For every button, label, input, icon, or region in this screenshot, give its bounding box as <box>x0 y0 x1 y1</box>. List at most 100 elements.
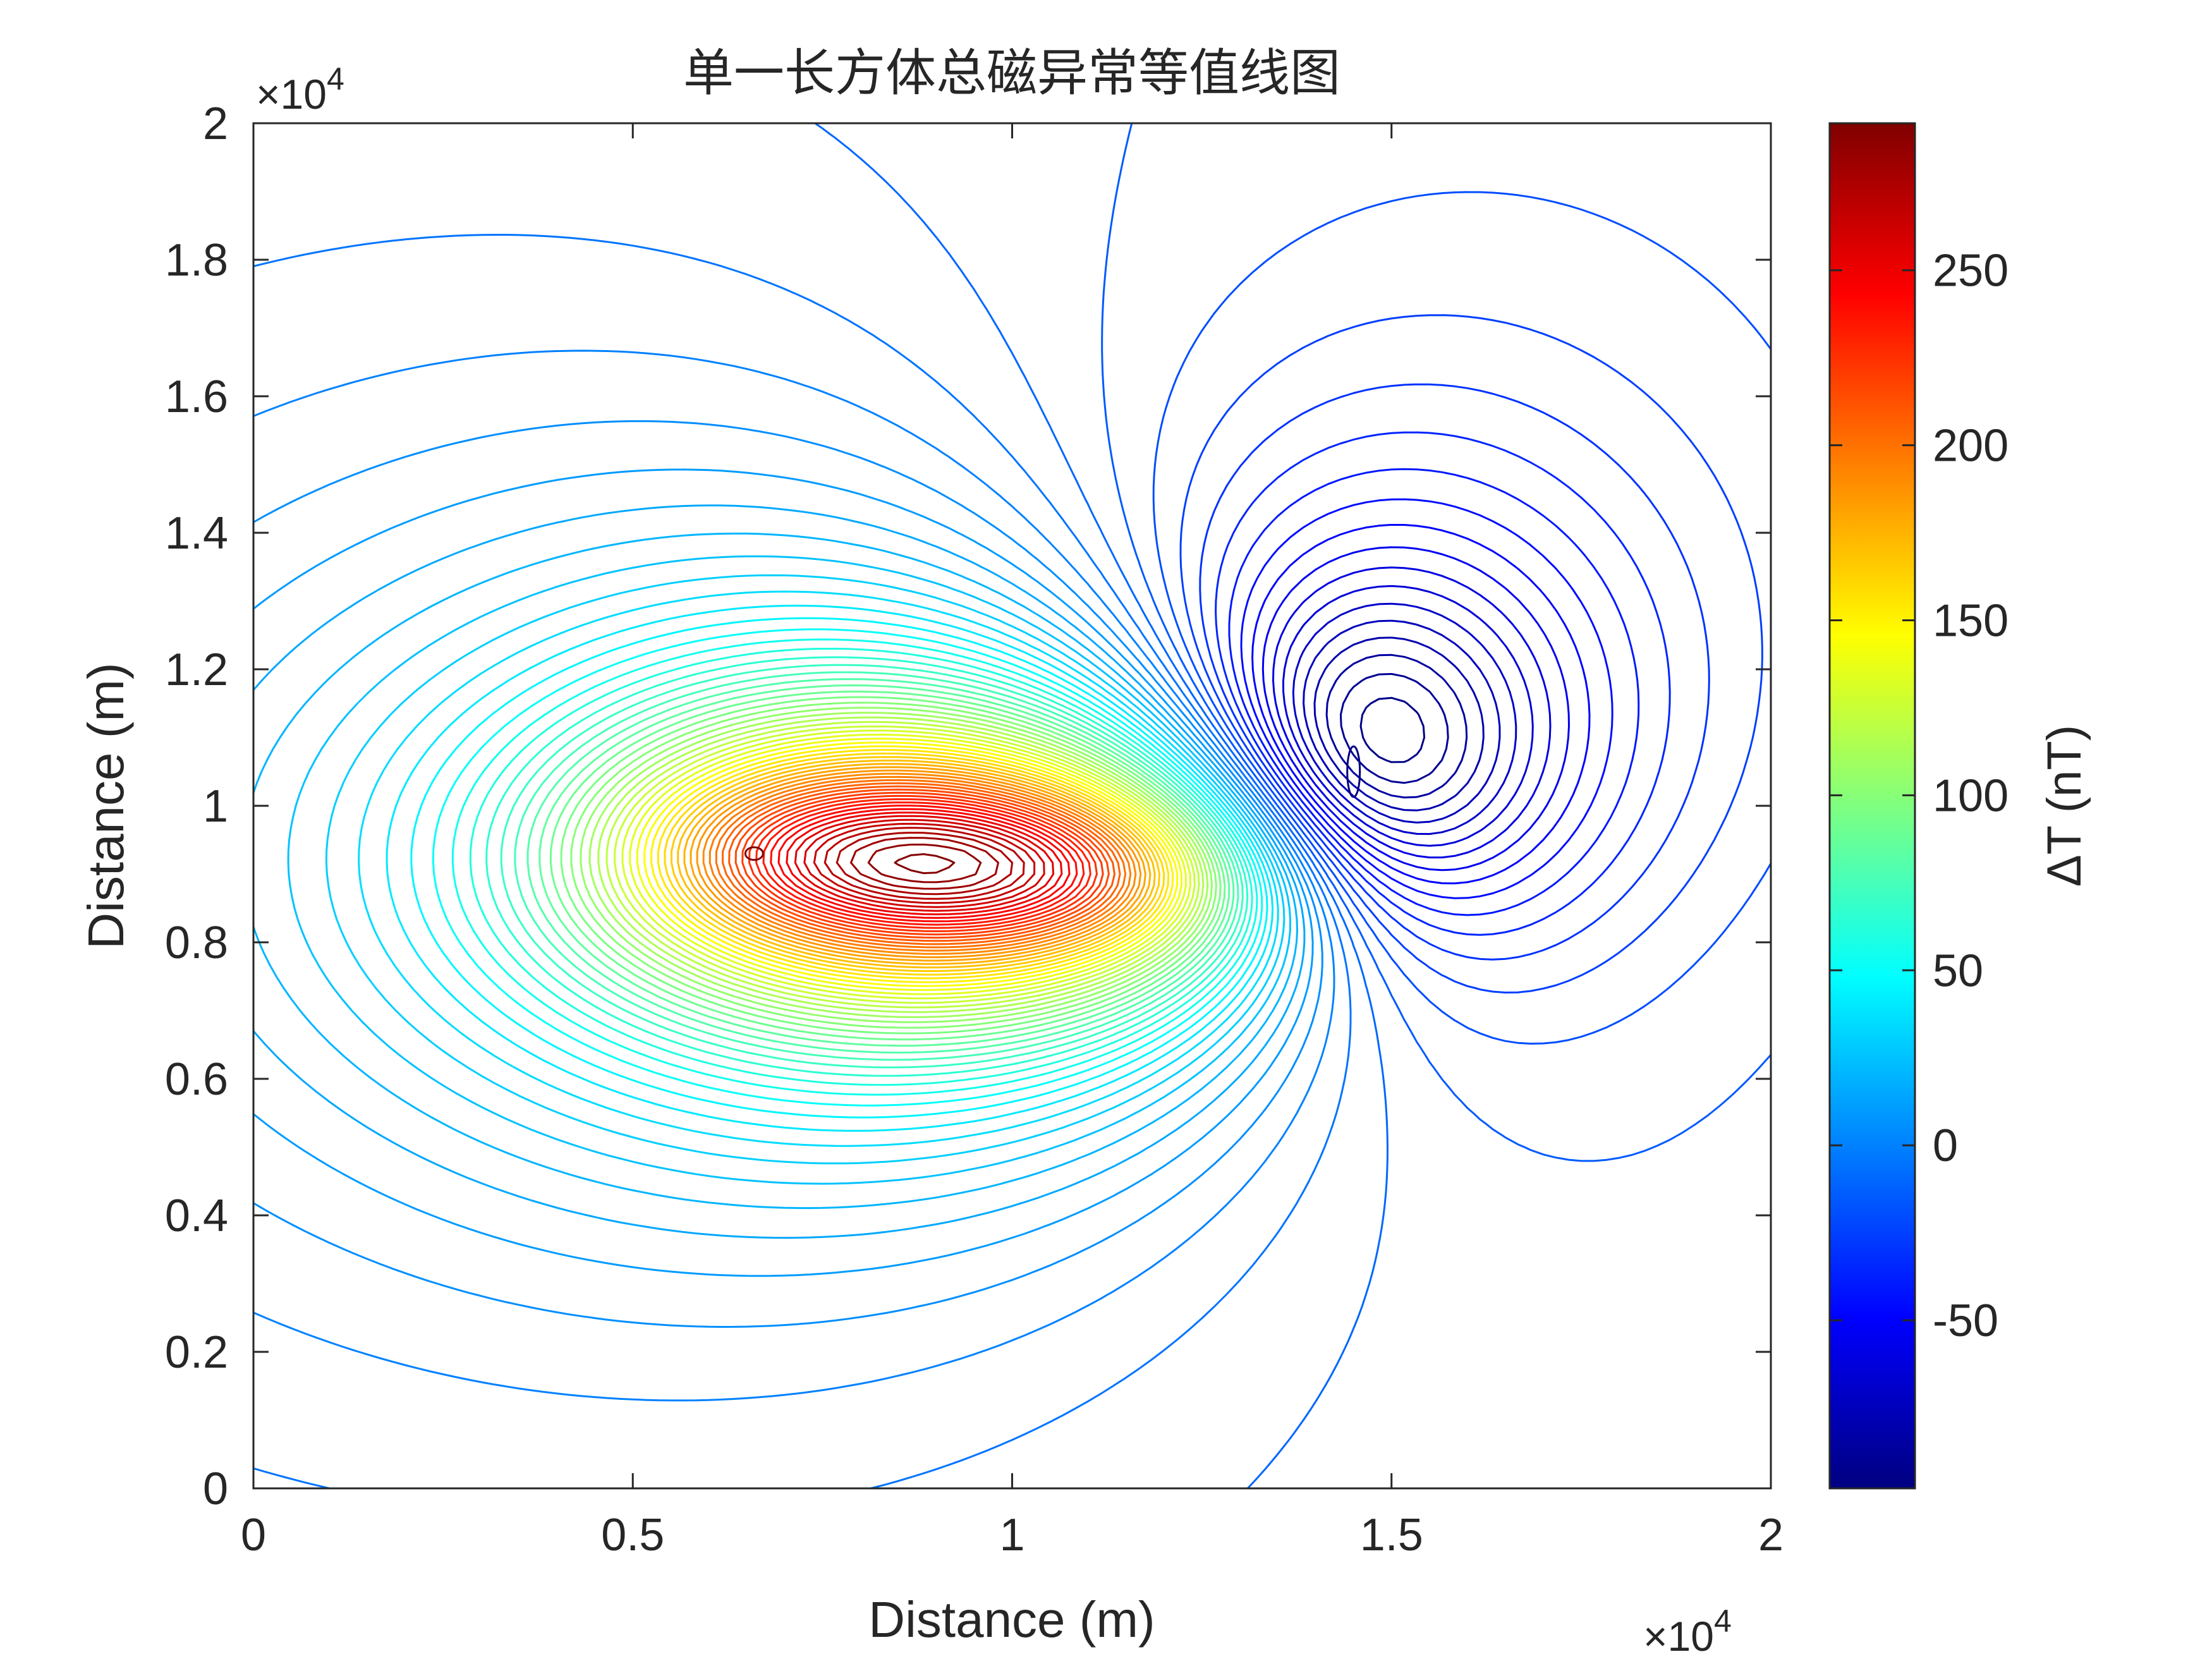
contour-line <box>560 696 1222 1035</box>
colorbar-tick-label: 250 <box>1933 246 2008 296</box>
contour-line <box>702 772 1137 955</box>
contour-line <box>657 749 1170 980</box>
contour-line <box>1101 123 1771 1162</box>
contour-line <box>728 785 1115 942</box>
contour-line <box>358 590 1279 1147</box>
contour-line <box>836 832 1014 896</box>
contour-line <box>597 716 1205 1013</box>
contour-line <box>643 741 1179 987</box>
extrema-markers <box>744 745 1361 861</box>
chart-title: 单一长方体总磁异常等值线图 <box>683 45 1340 101</box>
svg-text:×104: ×104 <box>256 61 344 118</box>
contour-line <box>451 638 1258 1096</box>
colorbar-tick-label: 0 <box>1933 1121 1958 1171</box>
y-tick-label: 1.4 <box>165 508 228 559</box>
x-axis: 0 0.5 1 1.5 2 <box>241 123 1784 1560</box>
x-axis-label: Distance (m) <box>868 1591 1155 1648</box>
y-exponent-label: ×104 <box>256 61 344 118</box>
contour-line <box>823 827 1025 900</box>
contour-line <box>1251 523 1591 885</box>
contour-line <box>432 628 1263 1107</box>
colorbar-ticks: -50 0 50 100 150 200 250 <box>1830 246 2008 1346</box>
y-tick-label: 0.8 <box>165 918 228 968</box>
contour-line <box>1303 619 1501 823</box>
contour-line <box>588 712 1209 1018</box>
colorbar-tick-label: 50 <box>1933 945 1983 996</box>
colorbar-frame <box>1828 122 1916 1490</box>
contour-line <box>777 808 1071 919</box>
y-tick-label: 1 <box>203 781 228 832</box>
contour-line <box>500 664 1244 1069</box>
colorbar-tick-label: -50 <box>1933 1296 1998 1346</box>
y-tick-label: 0.6 <box>165 1054 228 1105</box>
contour-line <box>629 734 1187 995</box>
plot-area <box>252 122 1772 1490</box>
contour-line <box>514 671 1239 1061</box>
y-tick-label: 1.2 <box>165 645 228 695</box>
contour-line <box>1313 636 1485 811</box>
colorbar-gradient <box>1830 123 1915 1488</box>
contour-line <box>690 766 1146 962</box>
contour-lines <box>253 123 1771 1488</box>
contour-line <box>526 678 1235 1054</box>
contour-line <box>1240 498 1613 899</box>
contour-line <box>786 811 1063 916</box>
contour-line <box>1292 602 1517 836</box>
contour-line <box>1179 314 1763 994</box>
x-tick-label: 0.5 <box>601 1510 664 1560</box>
contour-line <box>253 234 1352 1488</box>
contour-line <box>1325 653 1468 799</box>
y-axis-label: Distance (m) <box>78 662 134 949</box>
colorbar-label: ΔT (nT) <box>2038 725 2091 887</box>
y-tick-label: 0.4 <box>165 1191 228 1241</box>
contour-line <box>614 725 1196 1004</box>
contour-line <box>538 684 1231 1047</box>
contour-line <box>469 647 1253 1086</box>
contour-line <box>814 123 1389 1488</box>
contour-line <box>708 775 1132 952</box>
contour-line <box>485 656 1249 1077</box>
contour-line <box>636 738 1182 991</box>
contour-line <box>1152 191 1771 1045</box>
x-tick-label: 2 <box>1758 1510 1784 1560</box>
colorbar: -50 0 50 100 150 200 250 ΔT (nT) <box>1828 122 2091 1490</box>
contour-line <box>770 805 1078 923</box>
y-tick-label: 2 <box>203 99 228 149</box>
contour-line <box>621 729 1191 1000</box>
minimum-marker <box>1346 745 1361 798</box>
contour-line <box>762 801 1085 926</box>
contour-line <box>1215 431 1671 936</box>
contour-line <box>1272 566 1552 859</box>
contour-line <box>386 604 1274 1132</box>
colorbar-tick-label: 150 <box>1933 595 2008 646</box>
contour-line <box>677 759 1156 969</box>
contour-line <box>1261 546 1570 872</box>
contour-line <box>683 763 1152 965</box>
contour-line <box>253 532 1298 1209</box>
contour-line <box>867 843 982 884</box>
contour-line <box>850 837 999 890</box>
contour-line <box>664 752 1165 976</box>
x-exponent-label: ×104 <box>1643 1603 1732 1659</box>
x-tick-label: 1 <box>999 1510 1024 1560</box>
contour-line <box>1282 585 1534 847</box>
contour-line <box>894 853 956 875</box>
contour-line <box>722 782 1121 945</box>
contour-line <box>794 815 1055 912</box>
contour-line <box>549 690 1226 1041</box>
y-tick-label: 1.8 <box>165 235 228 286</box>
contour-line <box>287 555 1292 1185</box>
colorbar-tick-label: 100 <box>1933 770 2008 821</box>
contour-line <box>253 504 1306 1239</box>
contour-line <box>734 788 1110 939</box>
contour-line <box>670 756 1161 972</box>
contour-line <box>715 779 1127 949</box>
contour-line <box>570 702 1217 1029</box>
contour-line <box>813 822 1036 904</box>
x-tick-label: 0 <box>241 1510 266 1560</box>
y-axis: 0 0.2 0.4 0.6 0.8 1 1.2 1.4 1.6 1.8 2 <box>165 99 1771 1514</box>
contour-line <box>650 745 1174 983</box>
colorbar-tick-label: 200 <box>1933 421 2008 471</box>
svg-text:×104: ×104 <box>1643 1603 1732 1659</box>
